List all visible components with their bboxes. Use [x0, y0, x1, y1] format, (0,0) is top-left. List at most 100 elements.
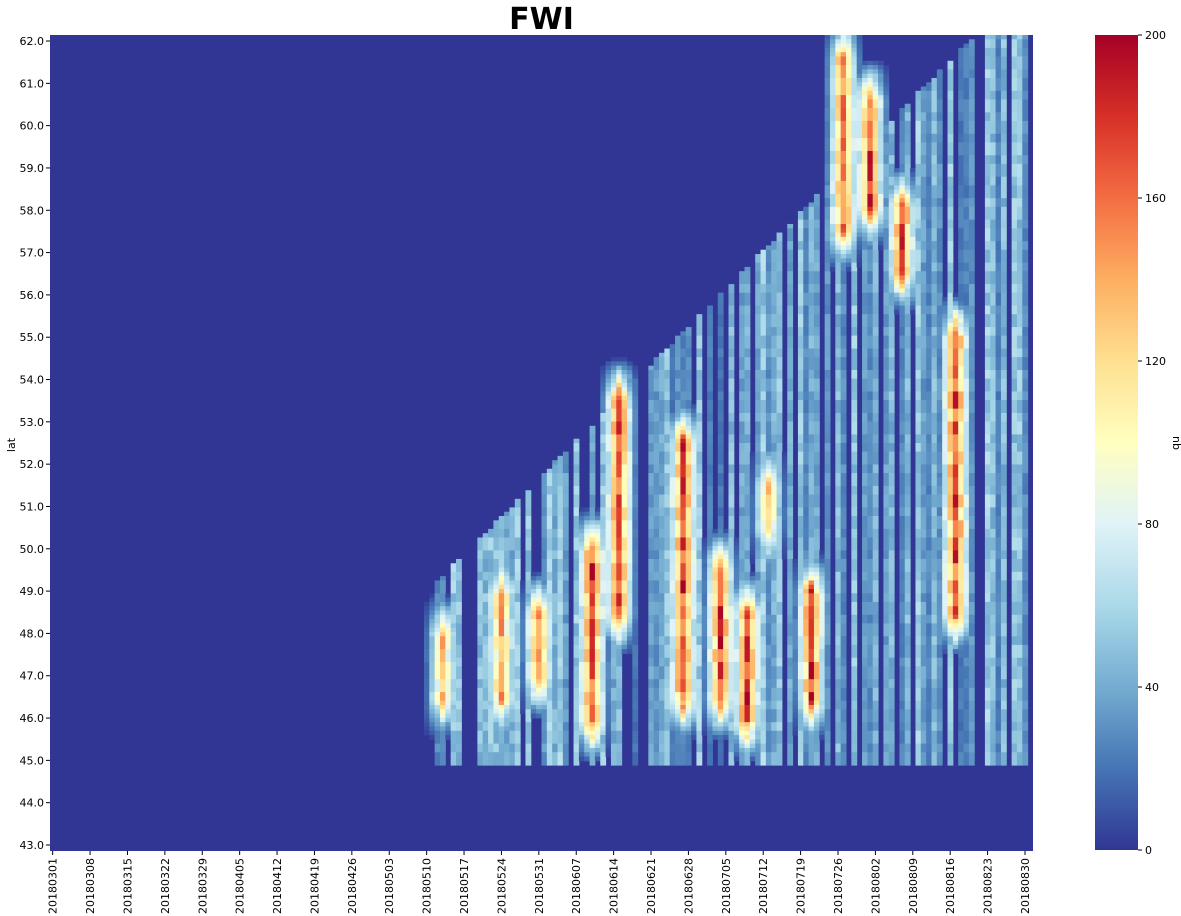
heatmap-cell: [659, 417, 665, 423]
heatmap-cell: [621, 387, 628, 392]
heatmap-cell: [760, 730, 767, 736]
heatmap-cell: [605, 395, 612, 401]
heatmap-cell: [717, 447, 724, 453]
heatmap-cell: [530, 580, 537, 586]
heatmap-cell: [696, 339, 703, 345]
heatmap-cell: [632, 468, 639, 474]
heatmap-cell: [525, 670, 532, 676]
heatmap-cell: [707, 335, 713, 341]
heatmap-cell: [733, 580, 740, 586]
heatmap-cell: [776, 752, 783, 758]
heatmap-cell: [514, 619, 521, 624]
heatmap-cell: [787, 662, 794, 667]
heatmap-cell: [514, 601, 521, 607]
heatmap-cell: [717, 717, 724, 723]
heatmap-cell: [536, 662, 542, 667]
heatmap-cell: [557, 623, 564, 629]
heatmap-cell: [685, 546, 692, 551]
heatmap-cell: [610, 636, 617, 642]
heatmap-cell: [562, 455, 569, 461]
heatmap-cell: [653, 674, 660, 680]
heatmap-cell: [707, 756, 713, 762]
heatmap-cell: [477, 747, 484, 753]
heatmap-cell: [552, 597, 559, 603]
heatmap-cell: [498, 584, 505, 590]
heatmap-cell: [797, 640, 804, 646]
heatmap-cell: [669, 503, 676, 508]
heatmap-cell: [765, 408, 772, 414]
heatmap-cell: [450, 747, 457, 753]
heatmap-cell: [456, 756, 462, 762]
heatmap-cell: [594, 516, 601, 521]
heatmap-cell: [685, 554, 692, 560]
heatmap-cell: [456, 563, 462, 569]
heatmap-cell: [739, 477, 746, 483]
heatmap-cell: [744, 404, 751, 410]
heatmap-cell: [755, 314, 762, 319]
heatmap-cell: [541, 473, 548, 478]
heatmap-cell: [691, 619, 697, 624]
heatmap-cell: [488, 696, 494, 702]
heatmap-cell: [739, 528, 746, 534]
heatmap-cell: [744, 382, 751, 388]
heatmap-cell: [562, 601, 569, 607]
heatmap-cell: [562, 520, 569, 526]
heatmap-cell: [675, 558, 681, 564]
heatmap-cell: [728, 412, 735, 418]
heatmap-cell: [605, 713, 612, 719]
heatmap-cell: [626, 391, 633, 397]
heatmap-cell: [664, 709, 671, 715]
heatmap-cell: [675, 713, 681, 719]
heatmap-cell: [696, 726, 703, 732]
heatmap-cell: [787, 756, 794, 762]
heatmap-cell: [653, 473, 660, 478]
heatmap-cell: [680, 494, 687, 500]
heatmap-cell: [664, 700, 671, 706]
heatmap-cell: [429, 623, 436, 629]
heatmap-cell: [685, 627, 692, 633]
heatmap-cell: [504, 692, 510, 697]
heatmap-cell: [493, 644, 500, 650]
heatmap-cell: [589, 434, 596, 440]
heatmap-cell: [541, 481, 548, 487]
heatmap-cell: [707, 455, 713, 461]
heatmap-cell: [733, 730, 740, 736]
heatmap-cell: [765, 520, 772, 526]
heatmap-cell: [680, 722, 687, 727]
heatmap-cell: [701, 593, 708, 599]
heatmap-cell: [760, 760, 767, 766]
heatmap-cell: [680, 610, 687, 616]
heatmap-cell: [557, 696, 564, 702]
heatmap-cell: [429, 640, 436, 646]
heatmap-cell: [498, 709, 505, 715]
heatmap-cell: [423, 653, 430, 659]
heatmap-cell: [797, 322, 804, 328]
heatmap-cell: [626, 369, 633, 375]
heatmap-cell: [530, 696, 537, 702]
heatmap-cell: [600, 606, 607, 611]
heatmap-cell: [760, 391, 767, 397]
heatmap-cell: [456, 696, 462, 702]
heatmap-cell: [525, 597, 532, 603]
heatmap-cell: [717, 700, 724, 706]
heatmap-cell: [792, 687, 799, 693]
heatmap-cell: [797, 223, 804, 229]
heatmap-cell: [445, 692, 452, 697]
heatmap-cell: [653, 357, 660, 362]
heatmap-cell: [755, 254, 762, 259]
heatmap-cell: [546, 610, 553, 616]
heatmap-cell: [685, 760, 692, 766]
heatmap-cell: [787, 670, 794, 676]
heatmap-cell: [509, 593, 516, 599]
heatmap-cell: [669, 679, 676, 684]
heatmap-cell: [653, 477, 660, 483]
heatmap-cell: [525, 580, 532, 586]
heatmap-cell: [423, 674, 430, 680]
heatmap-cell: [616, 636, 623, 642]
heatmap-cell: [578, 511, 585, 517]
heatmap-cell: [514, 576, 521, 581]
heatmap-cell: [525, 717, 532, 723]
heatmap-cell: [675, 357, 681, 362]
heatmap-cell: [493, 567, 500, 573]
heatmap-cell: [600, 631, 607, 637]
